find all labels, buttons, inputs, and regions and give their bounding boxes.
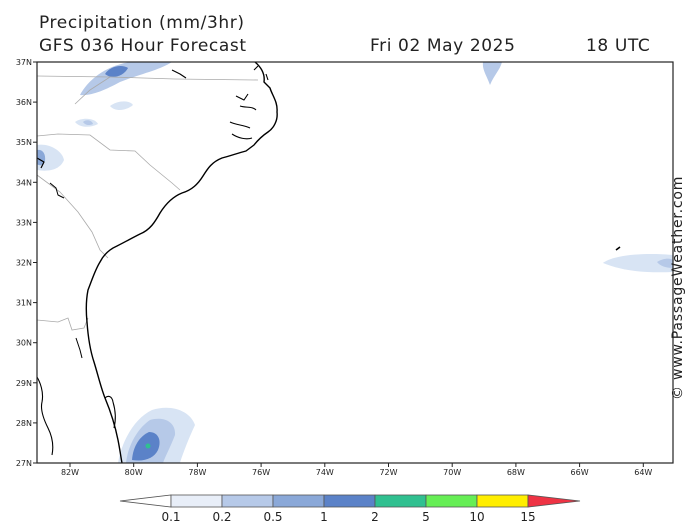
colorbar-label: 10 bbox=[469, 510, 484, 524]
forecast-date: Fri 02 May 2025 bbox=[370, 36, 516, 56]
border-nc-sc bbox=[36, 133, 181, 191]
colorbar-segment bbox=[476, 494, 529, 508]
bermuda-island bbox=[615, 246, 621, 251]
precip-area-virginia bbox=[80, 62, 172, 96]
lon-label: 68W bbox=[507, 468, 525, 477]
latitude-axis: 37N 36N 35N 34N 33N 32N 31N 30N 29N 28N 27N bbox=[16, 58, 37, 468]
precip-core-virginia bbox=[105, 66, 128, 77]
lon-label: 74W bbox=[316, 468, 334, 477]
coastline-main bbox=[85, 61, 278, 464]
lon-label: 70W bbox=[443, 468, 461, 477]
coastline bbox=[36, 61, 621, 464]
colorbar-segment bbox=[425, 494, 478, 508]
precip-core-offshore-east bbox=[657, 258, 673, 268]
lat-label: 37N bbox=[16, 58, 32, 67]
border-ga-fl bbox=[36, 317, 89, 331]
lon-label: 78W bbox=[188, 468, 206, 477]
colorbar-min-arrow bbox=[119, 494, 172, 508]
passageweather-credit: © www.PassageWeather.com bbox=[670, 175, 686, 400]
colorbar-segment bbox=[272, 494, 325, 508]
precip-area-nc-inland bbox=[110, 101, 133, 111]
colorbar-label: 2 bbox=[371, 510, 379, 524]
colorbar-label: 1 bbox=[320, 510, 328, 524]
precip-area-offshore-north bbox=[482, 62, 502, 85]
colorbar-segment bbox=[374, 494, 427, 508]
colorbar-max-arrow bbox=[527, 494, 581, 508]
chesapeake-shore bbox=[171, 65, 269, 81]
lat-label: 30N bbox=[16, 339, 32, 348]
lat-label: 29N bbox=[16, 379, 32, 388]
forecast-time: 18 UTC bbox=[586, 36, 651, 56]
lon-label: 64W bbox=[634, 468, 652, 477]
lat-label: 32N bbox=[16, 259, 32, 268]
florida-gulf-coast bbox=[36, 376, 54, 456]
precipitation-areas bbox=[37, 62, 673, 463]
lon-label: 72W bbox=[379, 468, 397, 477]
lat-label: 31N bbox=[16, 299, 32, 308]
state-borders bbox=[36, 75, 259, 331]
colorbar-label: 0.5 bbox=[263, 510, 282, 524]
precip-area-offshore-east bbox=[603, 253, 673, 273]
colorbar-segment bbox=[221, 494, 274, 508]
lon-label: 66W bbox=[571, 468, 589, 477]
border-tn-nc bbox=[74, 76, 111, 105]
lat-label: 33N bbox=[16, 218, 32, 227]
lat-label: 36N bbox=[16, 98, 32, 107]
colorbar-label: 0.2 bbox=[212, 510, 231, 524]
map-title: Precipitation (mm/3hr) bbox=[39, 13, 245, 33]
longitude-axis: 82W 80W 78W 76W 74W 72W 70W 68W 66W 64W bbox=[61, 463, 652, 477]
lon-label: 82W bbox=[61, 468, 79, 477]
lat-label: 34N bbox=[16, 178, 32, 187]
lake-lanier bbox=[36, 157, 45, 169]
pamlico-sound-shore bbox=[229, 93, 257, 140]
precip-area-georgia-north bbox=[37, 144, 64, 171]
lat-label: 35N bbox=[16, 138, 32, 147]
lat-label: 27N bbox=[16, 459, 32, 468]
colorbar-label: 15 bbox=[520, 510, 535, 524]
lon-label: 76W bbox=[252, 468, 270, 477]
precip-core-sc-upstate bbox=[83, 120, 93, 126]
colorbar-label: 5 bbox=[422, 510, 430, 524]
lake-george bbox=[75, 337, 83, 359]
colorbar-segment bbox=[323, 494, 376, 508]
border-va-nc bbox=[36, 75, 259, 81]
lat-label: 28N bbox=[16, 419, 32, 428]
colorbar-label: 0.1 bbox=[161, 510, 180, 524]
precip-peak-florida bbox=[145, 443, 151, 449]
precipitation-colorbar: 0.1 0.2 0.5 1 2 5 10 15 bbox=[119, 494, 581, 524]
lake-hartwell bbox=[49, 182, 65, 199]
colorbar-segment bbox=[170, 494, 223, 508]
lon-label: 80W bbox=[125, 468, 143, 477]
forecast-model-label: GFS 036 Hour Forecast bbox=[39, 36, 247, 56]
map-area bbox=[37, 62, 673, 463]
cape-canaveral-shore bbox=[104, 395, 116, 429]
